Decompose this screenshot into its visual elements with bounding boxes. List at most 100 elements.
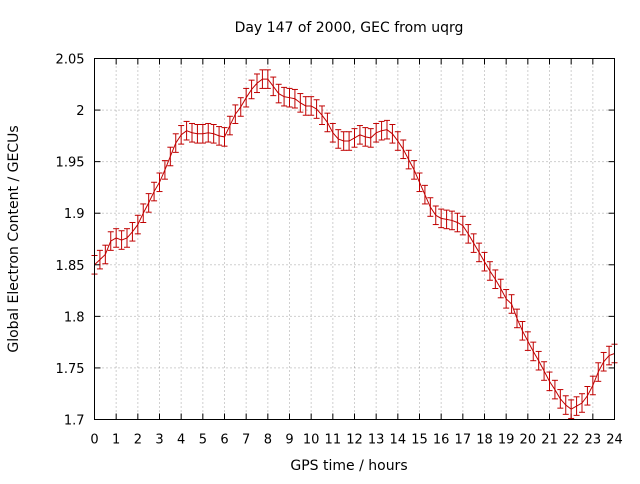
data-point	[438, 208, 445, 229]
data-point	[183, 120, 190, 141]
data-point	[356, 125, 363, 145]
data-point	[205, 122, 212, 143]
data-point	[443, 209, 450, 230]
data-point	[589, 375, 596, 396]
data-point	[416, 172, 423, 193]
data-point	[459, 215, 466, 236]
data-point	[291, 88, 298, 109]
data-point	[329, 122, 336, 143]
data-point	[346, 131, 353, 151]
axis-ticks	[94, 58, 615, 420]
data-point	[189, 122, 195, 143]
data-point	[427, 197, 434, 217]
y-tick-label: 1.8	[64, 310, 85, 325]
data-point	[308, 96, 315, 116]
data-point	[226, 115, 233, 136]
data-point	[351, 128, 358, 148]
data-point	[411, 160, 418, 180]
y-tick-label: 1.7	[64, 414, 85, 429]
x-tick-label: 5	[199, 433, 207, 448]
data-point	[248, 79, 255, 100]
data-point	[281, 86, 288, 107]
data-point	[129, 221, 136, 242]
data-point	[606, 345, 613, 366]
data-point	[530, 341, 537, 362]
data-point	[421, 184, 428, 205]
data-point	[275, 83, 282, 104]
data-point	[449, 210, 455, 231]
data-point	[367, 128, 374, 148]
x-tick-label: 2	[134, 433, 142, 448]
data-point	[405, 149, 412, 170]
data-point	[302, 96, 309, 116]
data-point	[470, 233, 477, 253]
x-tick-label: 18	[476, 433, 493, 448]
data-point	[243, 87, 250, 108]
data-point	[297, 93, 304, 113]
x-tick-label: 12	[346, 433, 363, 448]
data-point	[362, 127, 369, 147]
data-point	[546, 371, 553, 392]
data-point	[508, 294, 515, 314]
data-point	[140, 203, 147, 223]
data-point	[579, 393, 585, 413]
data-point	[237, 97, 244, 117]
x-tick-label: 8	[264, 433, 272, 448]
data-point	[389, 124, 396, 144]
data-point	[194, 124, 201, 144]
data-point	[145, 193, 152, 213]
data-point	[313, 99, 320, 119]
y-tick-label: 1.9	[64, 207, 85, 222]
data-point	[497, 278, 504, 299]
data-point	[378, 120, 385, 141]
data-point	[324, 112, 331, 133]
data-point	[232, 104, 239, 124]
x-tick-label: 17	[455, 433, 472, 448]
data-point	[584, 385, 591, 406]
data-point	[557, 389, 564, 409]
data-point	[286, 87, 293, 108]
data-point	[178, 125, 185, 145]
x-tick-label: 19	[498, 433, 515, 448]
y-tick-label: 1.85	[56, 259, 85, 274]
y-axis-label: Global Electron Content / GECUs	[6, 125, 22, 352]
data-point	[199, 124, 206, 144]
data-point	[492, 269, 499, 290]
data-point	[118, 230, 125, 250]
x-tick-label: 21	[541, 433, 558, 448]
data-point	[210, 124, 217, 144]
data-point	[102, 244, 109, 265]
data-point	[107, 231, 114, 251]
x-tick-label: 6	[220, 433, 228, 448]
grid-lines	[94, 58, 615, 420]
data-point	[172, 133, 179, 153]
data-point	[551, 379, 558, 400]
data-point	[216, 126, 223, 146]
y-tick-labels: 1.7 1.75 1.8 1.85 1.9 1.95 2 2.05	[56, 53, 85, 429]
x-tick-label: 15	[411, 433, 428, 448]
x-tick-label: 24	[606, 433, 623, 448]
data-point	[134, 214, 141, 235]
x-tick-label: 1	[112, 433, 120, 448]
x-tick-label: 0	[90, 433, 98, 448]
data-point	[400, 139, 407, 160]
plot-frame	[94, 58, 615, 420]
x-tick-labels: 0 1 2 3 4 5 6 7 8 9 10 11 12 13 14 15 16 17 18 19 20 21 22 23 24	[90, 433, 622, 448]
data-point	[113, 228, 120, 248]
x-axis-label: GPS time / hours	[290, 458, 407, 474]
data-point	[270, 76, 277, 97]
x-tick-label: 11	[325, 433, 342, 448]
data-point	[476, 242, 483, 263]
data-point	[156, 172, 163, 193]
data-point	[319, 105, 325, 126]
data-point	[454, 212, 461, 233]
data-point	[167, 146, 174, 167]
data-point	[519, 321, 526, 341]
x-tick-label: 9	[285, 433, 293, 448]
data-point	[384, 119, 390, 140]
data-point	[465, 224, 472, 244]
x-tick-label: 4	[177, 433, 185, 448]
x-tick-label: 10	[303, 433, 320, 448]
data-point	[568, 399, 575, 419]
